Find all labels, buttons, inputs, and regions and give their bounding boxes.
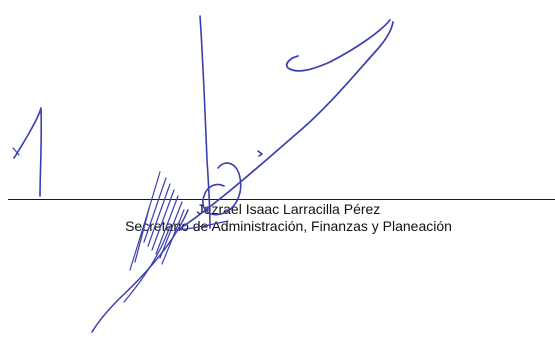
- signer-name: Jezrael Isaac Larracilla Pérez: [196, 201, 381, 217]
- signature-stroke-tail-2: [123, 225, 171, 303]
- signature-stroke-dot: [257, 150, 263, 157]
- signature-stroke-vertical: [199, 15, 211, 229]
- signer-title: Secretario de Administración, Finanzas y…: [125, 218, 452, 234]
- signature-stroke-top-flourish: [285, 19, 391, 72]
- signature-line: [8, 199, 555, 200]
- signature-stroke-left-hook: [13, 107, 43, 197]
- signature-stroke-left-dash: [12, 147, 20, 156]
